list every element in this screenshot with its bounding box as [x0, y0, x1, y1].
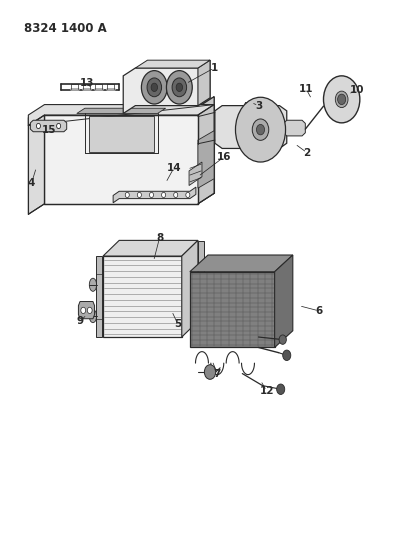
- Polygon shape: [215, 106, 287, 149]
- Polygon shape: [44, 115, 198, 204]
- Circle shape: [147, 78, 162, 97]
- Polygon shape: [30, 120, 67, 132]
- Polygon shape: [275, 255, 293, 348]
- Polygon shape: [28, 97, 214, 125]
- Text: 10: 10: [350, 85, 365, 95]
- Polygon shape: [78, 302, 95, 319]
- Text: 5: 5: [174, 319, 181, 329]
- Circle shape: [56, 123, 61, 128]
- Circle shape: [150, 192, 154, 198]
- Circle shape: [323, 76, 360, 123]
- Circle shape: [204, 365, 216, 379]
- Circle shape: [252, 119, 269, 140]
- Polygon shape: [182, 240, 198, 337]
- Circle shape: [283, 350, 291, 360]
- Text: 3: 3: [255, 101, 262, 111]
- Circle shape: [277, 384, 285, 394]
- Polygon shape: [198, 60, 210, 106]
- Polygon shape: [198, 97, 214, 204]
- Circle shape: [137, 192, 141, 198]
- Circle shape: [236, 97, 286, 162]
- Circle shape: [162, 192, 166, 198]
- Circle shape: [186, 192, 190, 198]
- Text: 7: 7: [213, 369, 221, 378]
- Polygon shape: [28, 104, 214, 125]
- Text: 2: 2: [303, 148, 311, 158]
- Text: 13: 13: [80, 78, 94, 87]
- Circle shape: [335, 91, 348, 108]
- Polygon shape: [135, 60, 210, 68]
- Circle shape: [256, 124, 265, 135]
- Circle shape: [87, 307, 92, 313]
- Circle shape: [279, 335, 286, 344]
- Polygon shape: [113, 187, 196, 203]
- Polygon shape: [198, 241, 204, 322]
- Text: 4: 4: [28, 178, 35, 188]
- Polygon shape: [190, 255, 293, 272]
- Text: 8324 1400 A: 8324 1400 A: [23, 22, 106, 35]
- Circle shape: [337, 94, 346, 104]
- Polygon shape: [28, 115, 44, 214]
- Ellipse shape: [89, 278, 96, 292]
- Polygon shape: [96, 256, 102, 337]
- Text: 15: 15: [42, 125, 56, 135]
- Circle shape: [125, 192, 129, 198]
- Text: 14: 14: [166, 163, 181, 173]
- Polygon shape: [89, 116, 154, 151]
- Polygon shape: [103, 240, 198, 256]
- Polygon shape: [198, 131, 214, 188]
- Text: 1: 1: [211, 63, 218, 73]
- Polygon shape: [103, 256, 182, 337]
- Text: 6: 6: [316, 306, 323, 316]
- Polygon shape: [283, 120, 305, 136]
- Text: 12: 12: [259, 386, 274, 396]
- Circle shape: [172, 78, 187, 97]
- Circle shape: [151, 83, 157, 92]
- Polygon shape: [190, 272, 275, 348]
- Text: 9: 9: [77, 317, 84, 326]
- Polygon shape: [189, 162, 202, 185]
- Circle shape: [174, 192, 178, 198]
- Polygon shape: [123, 60, 210, 114]
- Circle shape: [36, 123, 40, 128]
- Text: 11: 11: [299, 84, 314, 94]
- Circle shape: [176, 83, 183, 92]
- Text: 16: 16: [217, 152, 232, 162]
- Polygon shape: [77, 108, 166, 114]
- Circle shape: [166, 71, 192, 104]
- Polygon shape: [198, 97, 214, 204]
- Polygon shape: [244, 102, 255, 111]
- Circle shape: [141, 71, 167, 104]
- Circle shape: [81, 307, 86, 313]
- Text: 8: 8: [156, 233, 163, 243]
- Ellipse shape: [89, 310, 96, 322]
